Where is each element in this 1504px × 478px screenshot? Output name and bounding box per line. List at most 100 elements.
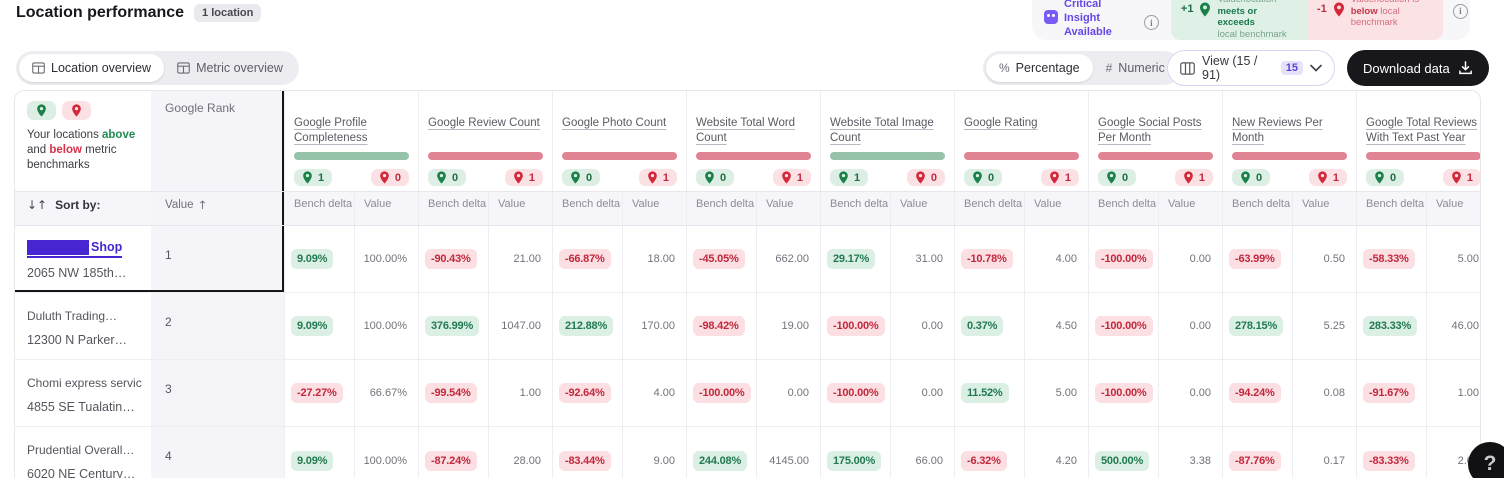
sort-by-cell[interactable]: ↓↑ Sort by: bbox=[15, 192, 151, 225]
location-name: Chomi express servic… bbox=[27, 376, 143, 390]
green-pin-icon bbox=[1374, 171, 1385, 184]
table-icon bbox=[177, 62, 190, 74]
value-subheader[interactable]: Value bbox=[1426, 192, 1480, 225]
bench-delta-cell: -45.05% bbox=[686, 226, 756, 292]
table-row[interactable]: Prudential Overall… 6020 NE Century… 4 9.09… bbox=[15, 427, 1480, 478]
below-count: 0 bbox=[394, 171, 401, 184]
metric-header-3[interactable]: Google Photo Count 0 1 bbox=[552, 91, 686, 191]
bench-delta-subheader[interactable]: Bench delta bbox=[284, 192, 354, 225]
bench-delta-pill: 9.09% bbox=[291, 249, 334, 269]
toggle-numeric[interactable]: # Numeric bbox=[1093, 54, 1178, 82]
metric-header-6[interactable]: Google Rating 0 1 bbox=[954, 91, 1088, 191]
bench-delta-pill: -45.05% bbox=[693, 249, 745, 269]
bench-delta-pill: -100.00% bbox=[827, 316, 885, 336]
above-benchmark-card: +1 Value/location meets or exceeds local… bbox=[1170, 0, 1307, 40]
metric-name: Google Photo Count bbox=[562, 117, 667, 129]
above-count: 0 bbox=[988, 171, 995, 184]
value-cell: 18.00 bbox=[622, 226, 686, 292]
bench-delta-cell: -66.87% bbox=[552, 226, 622, 292]
location-cell[interactable]: Prudential Overall… 6020 NE Century… bbox=[15, 427, 151, 478]
metric-name: Google Social Posts Per Month bbox=[1098, 117, 1202, 144]
metric-header-8[interactable]: New Reviews Per Month 0 1 bbox=[1222, 91, 1356, 191]
metric-benchmark-bar bbox=[696, 152, 811, 160]
metric-benchmark-bar bbox=[830, 152, 945, 160]
metric-name: New Reviews Per Month bbox=[1232, 117, 1323, 144]
critical-insight-card[interactable]: Critical Insight Available i bbox=[1044, 0, 1163, 39]
location-cell[interactable]: Shop 2065 NW 185th… bbox=[15, 226, 151, 292]
value-subheader[interactable]: Value bbox=[622, 192, 686, 225]
view-selector-button[interactable]: View (15 / 91) 15 bbox=[1167, 50, 1335, 86]
metric-header-1[interactable]: Google Profile Completeness 1 0 bbox=[284, 91, 418, 191]
above-count-badge: 0 bbox=[696, 169, 735, 186]
bench-delta-cell: 500.00% bbox=[1088, 427, 1158, 478]
value-cell: 4.50 bbox=[1024, 293, 1088, 359]
metric-insight-row bbox=[1232, 100, 1347, 116]
red-pin-icon bbox=[647, 171, 658, 184]
location-name-link[interactable]: Shop bbox=[27, 240, 123, 258]
bench-delta-subheader[interactable]: Bench delta bbox=[1222, 192, 1292, 225]
above-count: 0 bbox=[586, 171, 593, 184]
sort-asc-icon: ↑ bbox=[197, 197, 208, 212]
red-pin-icon bbox=[1049, 171, 1060, 184]
table-row[interactable]: Duluth Trading… 12300 N Parker… 2 9.09% 100.… bbox=[15, 293, 1480, 360]
bench-delta-pill: 244.08% bbox=[693, 450, 748, 471]
bench-delta-cell: 376.99% bbox=[418, 293, 488, 359]
metric-header-5[interactable]: Website Total Image Count 1 0 bbox=[820, 91, 954, 191]
bench-delta-subheader[interactable]: Bench delta bbox=[418, 192, 488, 225]
metric-name: Google Rating bbox=[964, 117, 1038, 129]
value-subheader[interactable]: Value bbox=[354, 192, 418, 225]
red-pin-icon bbox=[1317, 171, 1328, 184]
tab-location-overview[interactable]: Location overview bbox=[19, 54, 165, 82]
below-count: 0 bbox=[930, 171, 937, 184]
value-subheader[interactable]: Value bbox=[756, 192, 820, 225]
below-count: 1 bbox=[662, 171, 669, 184]
download-data-button[interactable]: Download data bbox=[1347, 50, 1489, 86]
metric-header-7[interactable]: Google Social Posts Per Month 0 1 bbox=[1088, 91, 1222, 191]
info-icon[interactable]: i bbox=[1143, 15, 1159, 30]
value-subheader[interactable]: Value bbox=[488, 192, 552, 225]
red-pin-icon bbox=[379, 171, 390, 184]
table-row[interactable]: Chomi express servic… 4855 SE Tualatin… 3-… bbox=[15, 360, 1480, 427]
bench-delta-subheader[interactable]: Bench delta bbox=[552, 192, 622, 225]
toggle-percentage[interactable]: % Percentage bbox=[986, 54, 1093, 82]
rank-cell: 2 bbox=[151, 293, 284, 359]
value-cell: 0.00 bbox=[1158, 293, 1222, 359]
value-cell: 0.00 bbox=[1158, 226, 1222, 292]
location-cell[interactable]: Duluth Trading… 12300 N Parker… bbox=[15, 293, 151, 359]
bench-delta-cell: -100.00% bbox=[1088, 226, 1158, 292]
value-subheader[interactable]: Value bbox=[1024, 192, 1088, 225]
format-toggle-group: % Percentage # Numeric bbox=[983, 51, 1181, 85]
bench-delta-pill: 278.15% bbox=[1229, 316, 1284, 336]
value-cell: 1047.00 bbox=[488, 293, 552, 359]
bench-delta-subheader[interactable]: Bench delta bbox=[954, 192, 1024, 225]
value-cell: 0.50 bbox=[1292, 226, 1356, 292]
location-cell[interactable]: Chomi express servic… 4855 SE Tualatin… bbox=[15, 360, 151, 426]
metric-benchmark-bar bbox=[964, 152, 1079, 160]
bench-delta-subheader[interactable]: Bench delta bbox=[686, 192, 756, 225]
red-pin-icon bbox=[915, 171, 926, 184]
help-button[interactable]: ? bbox=[1468, 442, 1504, 478]
value-subheader[interactable]: Value bbox=[890, 192, 954, 225]
metric-insight-row bbox=[1098, 100, 1213, 116]
value-subheader[interactable]: Value bbox=[1158, 192, 1222, 225]
metric-insight-row bbox=[428, 100, 543, 116]
rank-sort-cell[interactable]: Value ↑ bbox=[151, 192, 284, 225]
bench-delta-subheader[interactable]: Bench delta bbox=[820, 192, 890, 225]
bench-delta-cell: -100.00% bbox=[820, 360, 890, 426]
above-count: 0 bbox=[1390, 171, 1397, 184]
metric-header-9[interactable]: Google Total Reviews With Text Past Year… bbox=[1356, 91, 1480, 191]
metric-header-4[interactable]: Website Total Word Count 0 1 bbox=[686, 91, 820, 191]
bench-delta-subheader[interactable]: Bench delta bbox=[1088, 192, 1158, 225]
tab-metric-overview[interactable]: Metric overview bbox=[164, 54, 296, 82]
bench-delta-cell: 29.17% bbox=[820, 226, 890, 292]
metric-header-2[interactable]: Google Review Count 0 1 bbox=[418, 91, 552, 191]
bench-delta-pill: -99.54% bbox=[425, 383, 477, 403]
page-title: Location performance bbox=[16, 4, 185, 21]
metric-insight-row bbox=[562, 100, 677, 116]
info-icon[interactable]: i bbox=[1452, 3, 1468, 19]
bench-delta-pill: -87.76% bbox=[1229, 450, 1281, 471]
value-subheader[interactable]: Value bbox=[1292, 192, 1356, 225]
bench-delta-cell: 283.33% bbox=[1356, 293, 1426, 359]
bench-delta-subheader[interactable]: Bench delta bbox=[1356, 192, 1426, 225]
table-row[interactable]: Shop 2065 NW 185th… 1 9.09% 100.00% -90.43% 21… bbox=[15, 226, 1480, 293]
